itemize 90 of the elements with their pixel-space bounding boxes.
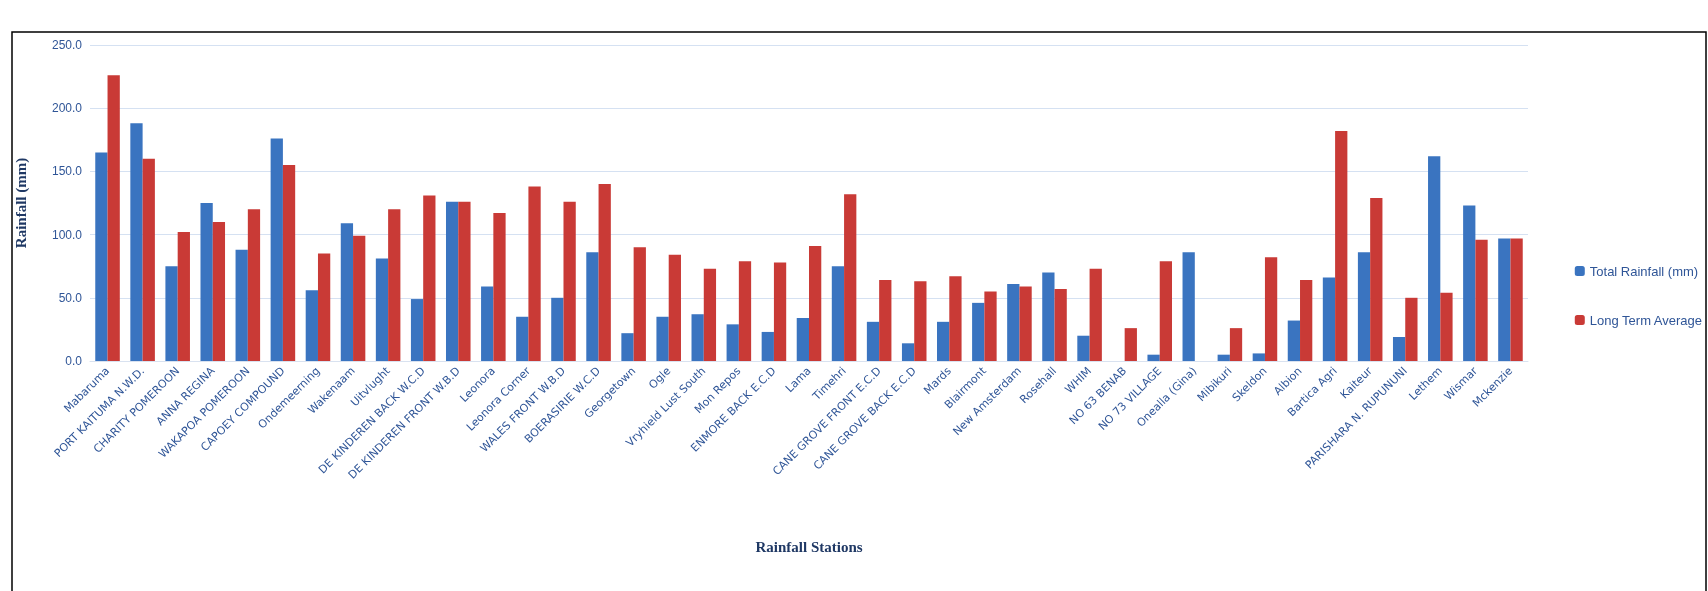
bar (340, 223, 354, 361)
bar (1042, 272, 1055, 361)
bar (866, 321, 880, 361)
bar (1147, 354, 1160, 361)
bar (270, 138, 283, 361)
bar (551, 297, 564, 361)
bar (972, 302, 985, 361)
y-tick-label: 150.0 (51, 164, 83, 179)
bar (656, 316, 669, 361)
bar (423, 195, 436, 361)
bar (586, 252, 599, 361)
bar (879, 280, 892, 361)
bar (949, 276, 962, 361)
bar (282, 165, 296, 361)
bar (831, 266, 845, 361)
bar (212, 221, 226, 361)
bar (901, 343, 915, 361)
y-tick-label: 50.0 (58, 290, 83, 305)
bar (1405, 297, 1418, 361)
bar (107, 75, 120, 361)
bar (1089, 268, 1102, 361)
bar (726, 324, 739, 361)
bar (1335, 130, 1348, 361)
bar (563, 201, 576, 361)
bar (1124, 328, 1137, 361)
bar (1322, 277, 1336, 361)
y-tick-label: 200.0 (51, 101, 83, 116)
bar (844, 194, 857, 361)
bar (353, 235, 366, 361)
bar (1510, 238, 1523, 361)
legend-label: Total Rainfall (mm) (1589, 263, 1699, 279)
y-tick-label: 250.0 (51, 38, 83, 52)
bar (130, 123, 143, 361)
bar (1475, 239, 1488, 361)
bar (142, 158, 155, 361)
legend-label: Long Term Average (1589, 312, 1703, 328)
bar (1440, 292, 1453, 361)
bar (914, 281, 927, 361)
bar (1159, 261, 1173, 361)
bar (633, 247, 646, 361)
bar (668, 254, 681, 361)
bar (458, 201, 471, 361)
bar (305, 290, 318, 361)
bar (235, 249, 248, 361)
bar (1007, 283, 1020, 361)
bar (165, 266, 178, 361)
bar (1392, 336, 1406, 361)
bar (1019, 286, 1032, 361)
bar (1077, 335, 1090, 361)
bar (761, 331, 774, 361)
bar (95, 152, 108, 361)
bar (796, 318, 809, 361)
y-tick-label: 100.0 (51, 227, 83, 242)
bar (410, 299, 424, 361)
bar (1498, 238, 1511, 361)
bar (375, 258, 389, 361)
bar (621, 333, 634, 361)
y-axis-title: Rainfall (mm) (12, 157, 30, 249)
bar (317, 253, 331, 361)
bar (1182, 252, 1195, 361)
bar (528, 186, 541, 361)
bar (1300, 280, 1313, 361)
bar (691, 314, 704, 361)
bar (809, 245, 822, 361)
bar (445, 201, 459, 361)
y-tick-label: 0.0 (65, 354, 83, 368)
bar (1054, 288, 1067, 361)
bar (481, 286, 494, 361)
bar (738, 261, 752, 361)
bar (1370, 197, 1383, 361)
bar (516, 316, 529, 361)
bar (247, 209, 261, 361)
bar (1264, 257, 1278, 361)
bar (1287, 320, 1301, 361)
bar (1463, 205, 1476, 361)
bar (773, 262, 787, 361)
bar (177, 232, 190, 361)
bar (1357, 252, 1371, 361)
bar (598, 184, 611, 361)
bar (200, 203, 213, 361)
bar (1217, 354, 1230, 361)
bar (1428, 156, 1441, 361)
bar (1229, 328, 1243, 361)
bar (703, 268, 717, 361)
bar (984, 291, 997, 361)
bar (388, 209, 401, 361)
bar (493, 213, 506, 361)
bar (1252, 353, 1265, 361)
x-axis-title: Rainfall Stations (755, 538, 863, 555)
bar (937, 321, 950, 361)
